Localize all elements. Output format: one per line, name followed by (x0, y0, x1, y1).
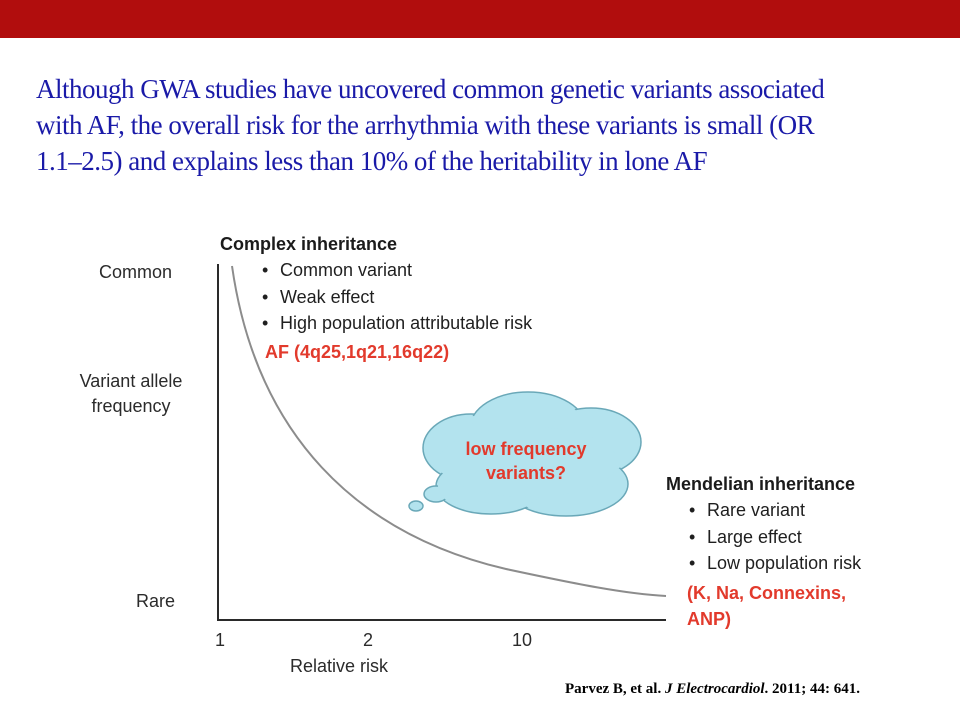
headline-line-1: Although GWA studies have uncovered comm… (36, 74, 825, 104)
mendelian-inheritance-list: Rare variant Large effect Low population… (689, 497, 861, 577)
complex-inheritance-title: Complex inheritance (220, 234, 398, 254)
risk-frequency-curve (231, 265, 667, 597)
headline-line-2: with AF, the overall risk for the arrhyt… (36, 110, 815, 140)
slide-headline: Although GWA studies have uncovered comm… (36, 71, 941, 179)
af-loci-label: AF (4q25,1q21,16q22) (265, 342, 450, 362)
mendelian-genes-line-2: ANP) (687, 609, 731, 629)
header-bar (0, 0, 960, 38)
cloud-text: low frequency variants? (431, 437, 621, 485)
mendelian-bullet: Large effect (689, 524, 861, 551)
x-axis-title: Relative risk (290, 656, 389, 676)
diagram-graphics (217, 264, 667, 621)
citation-authors: Parvez B, et al. (565, 681, 662, 697)
y-axis-title: Variant allele frequency (56, 370, 206, 417)
y-label-rare: Rare (136, 591, 176, 611)
complex-bullet: Common variant (262, 257, 532, 284)
mendelian-bullet: Low population risk (689, 550, 861, 577)
mendelian-genes-line-1: (K, Na, Connexins, (687, 583, 847, 603)
complex-bullet: High population attributable risk (262, 310, 532, 337)
citation-details: . 2011; 44: 641. (764, 681, 860, 697)
y-label-common: Common (99, 262, 173, 282)
mendelian-genes-label: (K, Na, Connexins, ANP) (687, 580, 846, 632)
x-tick-10: 10 (512, 630, 533, 650)
headline-line-3: 1.1–2.5) and explains less than 10% of t… (36, 146, 708, 176)
citation: Parvez B, et al. J Electrocardiol. 2011;… (565, 681, 860, 698)
cloud-text-line-1: low frequency (465, 439, 587, 459)
complex-inheritance-list: Common variant Weak effect High populati… (262, 257, 532, 337)
cloud-text-line-2: variants? (485, 463, 567, 483)
y-axis-title-line-2: frequency (91, 396, 171, 416)
mendelian-inheritance-title: Mendelian inheritance (666, 474, 856, 494)
inheritance-diagram: Common Variant allele frequency Rare 1 2… (66, 224, 908, 680)
mendelian-bullet: Rare variant (689, 497, 861, 524)
x-tick-1: 1 (215, 630, 226, 650)
y-axis-title-line-1: Variant allele (79, 371, 183, 391)
complex-bullet: Weak effect (262, 284, 532, 311)
citation-journal: J Electrocardiol (664, 681, 765, 697)
x-tick-2: 2 (363, 630, 374, 650)
cloud-fill (425, 394, 639, 514)
